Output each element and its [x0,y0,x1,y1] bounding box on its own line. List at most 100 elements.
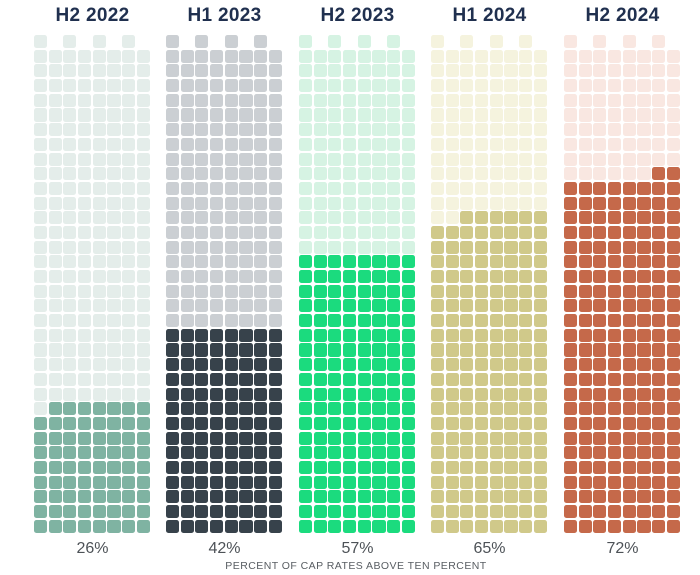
waffle-square-unfilled [136,79,150,93]
waffle-square-filled [445,387,459,401]
waffle-square-unfilled [63,196,77,210]
waffle-square-unfilled [268,225,282,240]
waffle-square-unfilled [431,167,445,181]
waffle-square-filled [593,402,607,416]
waffle-square-unfilled [136,314,150,328]
waffle-square-unfilled [431,123,445,137]
waffle-square-unfilled [387,211,401,225]
waffle-square-filled [166,402,180,416]
waffle-square-unfilled [166,108,180,122]
waffle-square-filled [519,475,533,489]
waffle-square-unfilled [445,79,459,93]
waffle-square-filled [195,387,209,401]
waffle-square-filled [299,299,313,313]
waffle-square-filled [372,284,386,298]
waffle-square-unfilled [34,372,48,386]
waffle-square-unfilled [239,123,253,137]
waffle-square-filled [593,475,607,489]
waffle-square-unfilled [387,181,401,195]
waffle-square-filled [387,505,401,519]
waffle-square-unfilled [78,181,92,195]
waffle-square-unfilled [63,328,77,342]
waffle-square-unfilled [107,240,121,254]
waffle-square-unfilled [254,152,268,166]
waffle-square-filled [401,519,415,533]
waffle-square-filled [431,505,445,519]
waffle-square-unfilled [107,270,121,284]
waffle-square-unfilled [180,123,194,137]
waffle-square-unfilled [445,196,459,210]
waffle-square-filled [254,490,268,504]
waffle-square-filled [239,328,253,342]
waffle-square-unfilled [239,64,253,78]
waffle-square-unfilled [48,152,62,166]
waffle-square-filled [268,387,282,401]
waffle-square-unfilled [224,299,238,313]
waffle-square-unfilled [637,123,651,137]
waffle-square-empty [210,35,223,48]
waffle-square-unfilled [239,93,253,107]
waffle-square-filled [489,460,503,475]
waffle-square-filled [299,402,313,416]
waffle-square-unfilled [431,64,445,78]
waffle-square-unfilled [652,64,666,78]
waffle-square-decorative [195,35,209,49]
waffle-square-filled [63,490,77,504]
waffle-square-decorative [34,35,48,49]
waffle-square-filled [622,490,636,504]
waffle-square-filled [519,460,533,475]
waffle-square-filled [224,372,238,386]
waffle-square-filled [401,314,415,328]
waffle-square-filled [401,460,415,475]
waffle-square-filled [401,505,415,519]
waffle-square-filled [328,490,342,504]
waffle-square-unfilled [78,64,92,78]
waffle-square-filled [622,402,636,416]
waffle-square-unfilled [372,108,386,122]
waffle-square-unfilled [343,152,357,166]
waffle-square-filled [357,402,371,416]
waffle-square-filled [372,314,386,328]
waffle-square-unfilled [445,211,459,225]
waffle-square-decorative [328,35,342,49]
waffle-square-unfilled [254,196,268,210]
waffle-square-unfilled [519,79,533,93]
waffle-square-unfilled [519,181,533,195]
waffle-square-unfilled [357,108,371,122]
waffle-square-filled [431,299,445,313]
waffle-square-unfilled [34,343,48,357]
waffle-square-decorative [519,35,533,49]
waffle-square-filled [180,505,194,519]
waffle-square-unfilled [210,49,224,63]
waffle-square-filled [608,270,622,284]
waffle-square-unfilled [401,64,415,78]
waffle-square-unfilled [122,152,136,166]
waffle-square-unfilled [578,108,592,122]
waffle-square-filled [136,431,150,445]
column-header: H2 2022 [55,5,130,26]
waffle-square-filled [666,387,680,401]
waffle-square-unfilled [224,108,238,122]
waffle-square-unfilled [63,372,77,386]
waffle-square-filled [357,505,371,519]
waffle-square-unfilled [431,49,445,63]
waffle-square-unfilled [122,79,136,93]
waffle-square-filled [78,460,92,475]
waffle-square-empty [637,35,650,48]
waffle-square-filled [519,314,533,328]
waffle-square-unfilled [652,79,666,93]
waffle-square-filled [564,490,578,504]
column-value-label: 42% [208,540,241,557]
waffle-square-unfilled [210,299,224,313]
waffle-square-unfilled [268,49,282,63]
waffle-square-unfilled [460,181,474,195]
waffle-square-unfilled [48,167,62,181]
waffle-square-filled [666,460,680,475]
waffle-square-filled [622,460,636,475]
waffle-square-unfilled [533,137,547,151]
waffle-square-unfilled [564,167,578,181]
waffle-square-unfilled [387,123,401,137]
waffle-square-filled [431,446,445,460]
waffle-square-unfilled [313,167,327,181]
waffle-square-unfilled [210,240,224,254]
